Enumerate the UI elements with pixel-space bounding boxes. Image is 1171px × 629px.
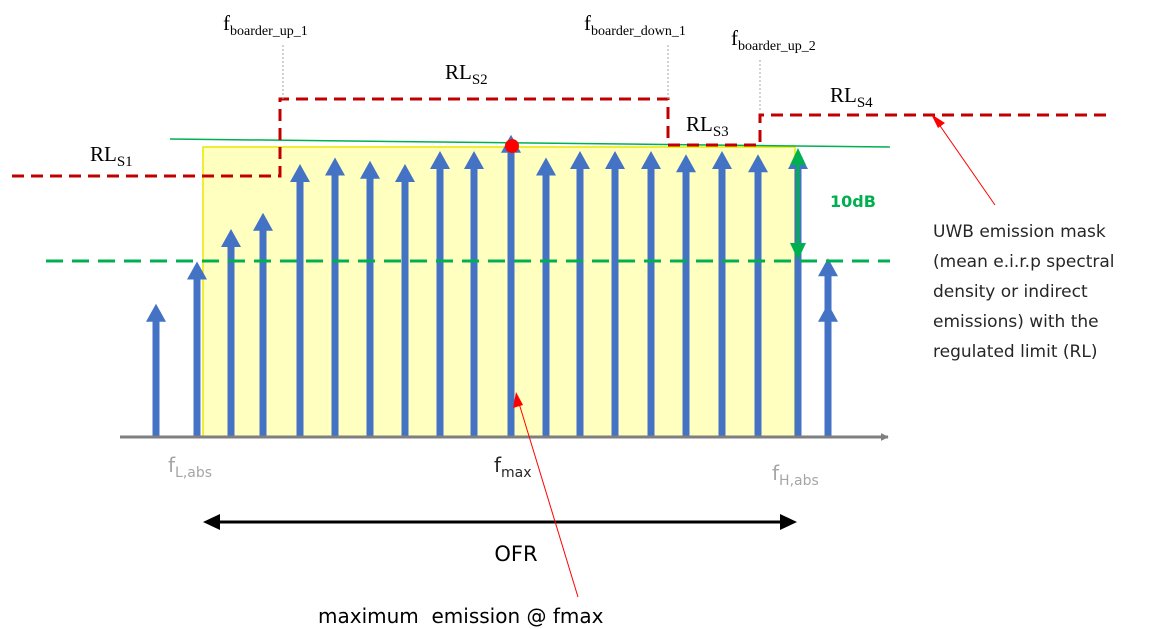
max-pointer-arrowhead <box>513 392 523 408</box>
ofr-arrowhead-left <box>203 514 220 530</box>
mask-pointer-arrowhead <box>931 114 945 128</box>
ofr-arrowhead-right <box>780 514 797 530</box>
max-emission-marker <box>505 139 519 153</box>
spectral-lines <box>146 134 838 437</box>
spectral-line-arrowhead <box>818 303 838 322</box>
spectral-line-arrowhead <box>430 151 450 169</box>
ofr-label: OFR <box>494 542 537 566</box>
spectral-line-arrowhead <box>253 212 273 231</box>
spectral-line-arrowhead <box>641 151 661 169</box>
boundary-down-1-label: fboarder_down_1 <box>584 11 686 39</box>
f-low-label: fL,abs <box>168 453 212 481</box>
regulated-limit-mask <box>12 97 1112 178</box>
limit-s4-label: RLS4 <box>830 83 873 111</box>
spectral-line-arrowhead <box>187 261 207 280</box>
mask-description: UWB emission mask (mean e.i.r.p spectral… <box>933 222 1120 362</box>
ofr-band <box>202 146 796 438</box>
limit-s3-label: RLS3 <box>686 112 729 140</box>
max-emission-caption: maximum emission @ fmax <box>318 604 604 628</box>
f-max-label: fmax <box>494 453 532 481</box>
ten-db-arrowhead-bottom <box>790 243 806 260</box>
spectral-line-arrowhead <box>818 258 838 277</box>
limit-s1-label: RLS1 <box>90 142 133 170</box>
spectral-line-arrowhead <box>712 151 732 169</box>
boundary-up-2-label: fboarder_up_2 <box>731 26 816 54</box>
spectral-line-arrowhead <box>464 151 484 169</box>
spectral-line-arrowhead <box>748 154 768 173</box>
spectral-line-arrowhead <box>536 157 556 176</box>
limit-s2-label: RLS2 <box>445 60 488 88</box>
spectral-line-arrowhead <box>360 160 380 179</box>
f-high-label: fH,abs <box>772 461 819 489</box>
spectral-line-arrowhead <box>325 157 345 176</box>
spectral-line-arrowhead <box>290 164 310 182</box>
mask-pointer-line <box>935 119 996 206</box>
spectral-line-arrowhead <box>221 229 241 247</box>
mask-reference-line <box>169 138 891 148</box>
spectral-line-arrowhead <box>395 164 415 182</box>
boundary-up-1-label: fboarder_up_1 <box>223 11 308 39</box>
spectral-line-arrowhead <box>570 151 590 169</box>
max-pointer-line <box>517 399 579 598</box>
spectral-line-arrowhead <box>146 303 166 322</box>
spectral-line-arrowhead <box>676 154 696 173</box>
ten-db-label: 10dB <box>830 192 876 211</box>
ten-db-arrowhead-top <box>790 148 806 165</box>
spectral-line-arrowhead <box>605 151 625 169</box>
